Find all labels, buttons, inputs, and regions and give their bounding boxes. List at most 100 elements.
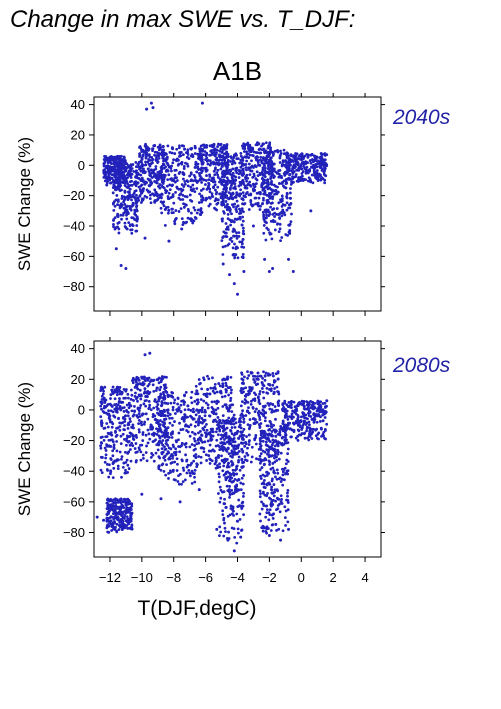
- data-point: [252, 150, 256, 154]
- data-point: [193, 208, 197, 212]
- data-point: [180, 227, 184, 231]
- data-point: [109, 438, 113, 442]
- data-point: [321, 413, 325, 417]
- data-point: [279, 149, 282, 153]
- data-point: [297, 429, 301, 433]
- data-point: [296, 157, 299, 160]
- data-point: [230, 512, 234, 516]
- data-point: [172, 158, 175, 162]
- data-point: [197, 168, 201, 171]
- data-point: [249, 202, 253, 206]
- data-point: [319, 159, 323, 163]
- data-point: [278, 222, 282, 226]
- data-point: [233, 450, 236, 454]
- data-point: [265, 433, 269, 436]
- data-point: [175, 457, 179, 461]
- data-point: [199, 455, 203, 459]
- data-point: [125, 458, 129, 462]
- data-point: [232, 205, 235, 209]
- data-point: [138, 394, 142, 398]
- data-point: [204, 410, 207, 414]
- data-point: [286, 417, 290, 421]
- data-point: [224, 403, 228, 407]
- data-point: [294, 175, 298, 178]
- data-point: [127, 435, 131, 439]
- data-point: [295, 421, 299, 425]
- data-point: [196, 438, 200, 442]
- data-point: [201, 187, 205, 191]
- data-point: [135, 450, 139, 454]
- data-point: [109, 155, 113, 159]
- data-point: [213, 154, 217, 158]
- data-point: [166, 402, 170, 405]
- data-point: [239, 430, 243, 434]
- data-point: [241, 215, 244, 219]
- data-point: [156, 386, 159, 390]
- data-point: [189, 185, 193, 189]
- data-point: [301, 426, 304, 430]
- data-point: [110, 425, 114, 429]
- data-point: [223, 244, 227, 248]
- data-point: [122, 410, 126, 413]
- data-point: [288, 172, 292, 176]
- data-point: [112, 222, 115, 226]
- data-point: [193, 399, 197, 403]
- data-point: [134, 459, 138, 462]
- data-point: [156, 170, 160, 174]
- data-point: [117, 163, 120, 167]
- data-point: [139, 169, 143, 173]
- data-point: [230, 410, 234, 414]
- data-point: [124, 267, 128, 271]
- data-point: [279, 538, 283, 542]
- data-point: [208, 187, 212, 191]
- data-point: [133, 447, 137, 450]
- data-point: [122, 510, 125, 514]
- data-point: [119, 524, 123, 528]
- data-point: [104, 411, 108, 415]
- data-point: [201, 198, 205, 202]
- data-point: [247, 433, 251, 437]
- data-point: [159, 497, 163, 501]
- data-point: [111, 186, 115, 190]
- data-point: [130, 523, 134, 527]
- data-point: [163, 454, 167, 458]
- data-point: [144, 379, 147, 383]
- data-point: [239, 152, 243, 155]
- data-point: [239, 441, 243, 445]
- data-point: [260, 148, 264, 151]
- data-point: [209, 438, 213, 442]
- data-point: [191, 417, 195, 420]
- data-point: [240, 476, 244, 480]
- data-point: [126, 427, 130, 430]
- data-point: [160, 377, 164, 381]
- data-point: [263, 208, 267, 212]
- data-point: [285, 165, 289, 169]
- data-point: [150, 176, 154, 179]
- data-point: [173, 398, 177, 402]
- data-point: [167, 477, 170, 480]
- data-point: [181, 193, 185, 197]
- data-point: [110, 162, 113, 166]
- data-point: [235, 245, 238, 249]
- data-point: [189, 474, 192, 478]
- data-point: [232, 473, 236, 477]
- data-point: [223, 521, 226, 525]
- data-point: [113, 407, 117, 411]
- data-point: [146, 189, 150, 193]
- data-point: [116, 467, 120, 471]
- data-point: [311, 181, 315, 185]
- data-point: [251, 224, 255, 228]
- data-point: [152, 406, 156, 410]
- data-point: [311, 163, 315, 167]
- data-point: [202, 392, 206, 396]
- data-point: [204, 166, 208, 170]
- data-point: [208, 392, 212, 396]
- data-point: [238, 207, 241, 211]
- data-point: [263, 436, 267, 439]
- data-point: [128, 204, 132, 208]
- data-point: [176, 163, 180, 167]
- data-point: [275, 488, 279, 492]
- data-point: [163, 414, 167, 418]
- data-point: [208, 196, 212, 200]
- data-point: [148, 173, 152, 177]
